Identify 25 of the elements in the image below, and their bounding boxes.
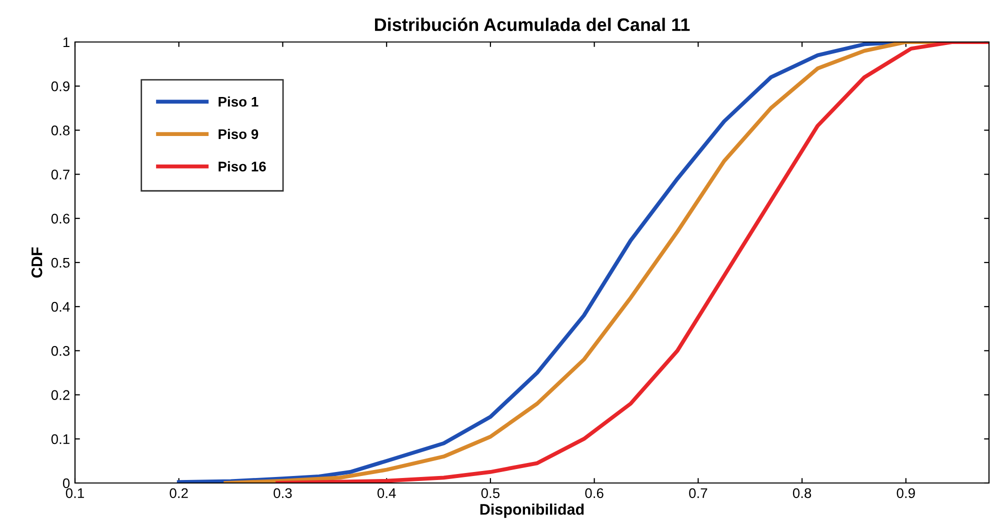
x-tick-label: 0.8 (792, 488, 812, 498)
y-tick-label: 0.9 (51, 81, 70, 92)
y-axis-title: CDF (31, 247, 42, 278)
y-tick-label: 0.3 (51, 346, 70, 356)
y-tick-label: 0.5 (51, 258, 70, 268)
y-tick-label: 0 (62, 478, 70, 488)
x-tick-label: 0.9 (896, 488, 915, 498)
x-tick-label: 0.2 (170, 488, 188, 498)
legend-label: Piso 9 (218, 128, 258, 140)
y-tick-label: 0.8 (51, 126, 70, 136)
chart-title: Distribución Acumulada del Canal 11 (375, 18, 690, 32)
x-tick-label: 0.5 (481, 488, 500, 498)
x-tick-label: 0.6 (585, 488, 604, 498)
y-tick-label: 0.4 (51, 302, 70, 312)
y-tick-label: 0.6 (51, 214, 70, 224)
x-axis-title: Disponibilidad (480, 504, 584, 518)
y-tick-label: 1 (63, 37, 70, 48)
legend-label: Piso 16 (218, 161, 266, 172)
y-tick-label: 0.7 (51, 170, 70, 180)
x-tick-label: 0.4 (377, 488, 396, 498)
x-tick-label: 0.7 (689, 488, 708, 498)
y-tick-label: 0.1 (51, 434, 70, 444)
x-tick-label: 0.3 (274, 488, 292, 498)
legend-label: Piso 1 (218, 96, 258, 107)
y-tick-label: 0.2 (51, 390, 70, 400)
